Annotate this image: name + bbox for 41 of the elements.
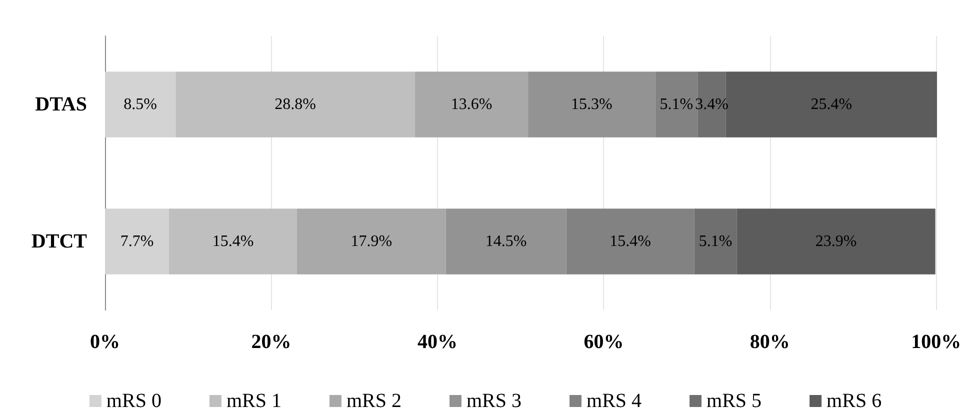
bar	[446, 208, 566, 274]
y-tick-label: DTAS	[35, 94, 87, 116]
data-label: 13.6%	[450, 96, 492, 113]
bar	[176, 72, 416, 138]
legend-label: mRS 3	[466, 390, 522, 412]
data-label: 8.5%	[124, 96, 157, 113]
data-label: 7.7%	[120, 233, 154, 250]
data-label: 5.1%	[698, 233, 732, 250]
bar	[694, 208, 737, 274]
bar	[566, 208, 694, 274]
x-tick-label: 0%	[90, 331, 120, 353]
data-label: 14.5%	[485, 233, 527, 250]
data-label: 25.4%	[810, 96, 852, 113]
y-tick-label: DTCT	[31, 230, 88, 252]
legend-label: mRS 4	[586, 390, 642, 412]
bar	[698, 72, 726, 138]
x-tick-label: 80%	[750, 331, 790, 353]
legend-label: mRS 1	[226, 390, 282, 412]
legend-label: mRS 5	[706, 390, 762, 412]
x-tick-label: 40%	[417, 331, 458, 353]
x-tick-label: 20%	[251, 331, 292, 353]
bar	[297, 208, 446, 274]
data-label: 28.8%	[274, 96, 316, 113]
data-label: 5.1%	[660, 96, 694, 113]
x-tick-label: 60%	[584, 331, 624, 353]
legend-label: mRS 0	[106, 390, 162, 412]
bar	[169, 208, 297, 274]
data-label: 15.4%	[610, 233, 651, 250]
x-tick-label: 100%	[911, 331, 962, 353]
bar	[528, 72, 656, 138]
legend-label: mRS 6	[826, 390, 882, 412]
data-label: 3.4%	[695, 96, 728, 113]
data-label: 15.4%	[212, 233, 254, 250]
bar	[736, 208, 936, 274]
bar	[415, 72, 528, 138]
bar	[105, 72, 176, 138]
bar	[105, 208, 169, 274]
legend-label: mRS 2	[346, 390, 402, 412]
data-label: 15.3%	[570, 96, 612, 113]
data-label: 17.9%	[350, 233, 392, 250]
data-label: 23.9%	[815, 233, 857, 250]
